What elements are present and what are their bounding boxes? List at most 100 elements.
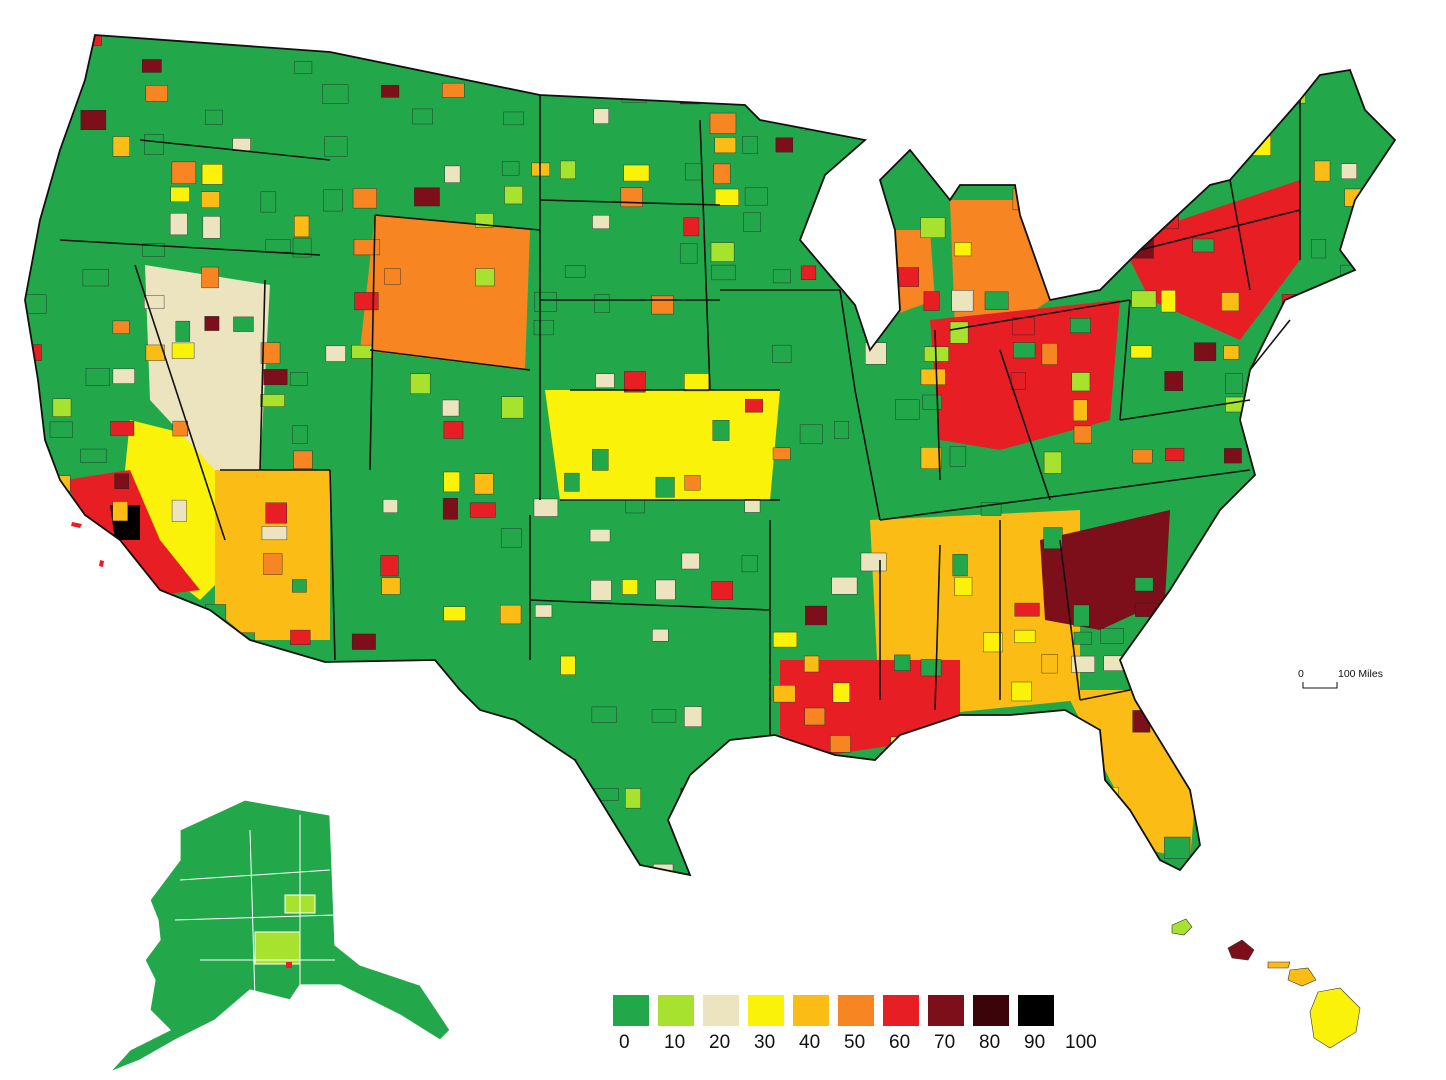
county-cell <box>112 501 128 522</box>
county-cell <box>803 83 822 99</box>
scale-bar-distance: 100 Miles <box>1338 668 1383 680</box>
county-cell <box>1160 290 1176 313</box>
county-cell <box>1071 655 1095 673</box>
county-cell <box>622 579 638 595</box>
county-cell <box>25 161 48 178</box>
county-cell <box>1132 187 1159 208</box>
county-cell <box>594 294 610 314</box>
county-cell <box>260 191 277 213</box>
county-cell <box>920 368 946 385</box>
county-cell <box>745 398 763 413</box>
conus-outline <box>24 34 1397 877</box>
region-nebraska-kansas <box>545 390 780 500</box>
county-cell <box>25 528 41 542</box>
region-florida <box>1065 690 1195 860</box>
county-cell <box>741 555 758 573</box>
county-cell <box>710 55 733 70</box>
county-cell <box>112 320 130 334</box>
county-cell <box>1134 577 1154 592</box>
alaska-borough-matsu <box>254 931 301 965</box>
hawaii-region <box>1171 918 1361 1049</box>
county-cell <box>562 56 581 74</box>
county-cell <box>85 367 110 386</box>
county-cell <box>624 865 641 875</box>
county-cell <box>54 684 78 700</box>
county-cell <box>351 344 373 359</box>
county-cell <box>443 421 464 439</box>
county-cell <box>322 84 349 104</box>
county-cell <box>169 734 191 754</box>
legend-swatch <box>1018 995 1054 1026</box>
county-cell <box>1223 345 1240 360</box>
county-cell <box>265 239 291 253</box>
county-cell <box>171 161 197 184</box>
county-cell <box>981 110 1003 129</box>
county-cell <box>143 656 169 678</box>
county-cell <box>711 581 733 600</box>
county-cell <box>981 814 1005 827</box>
county-cell <box>834 421 849 440</box>
county-cell <box>1043 839 1069 856</box>
legend-swatch <box>658 995 694 1026</box>
county-cell <box>1074 191 1092 206</box>
county-cell <box>984 291 1009 310</box>
county-cell <box>805 605 827 626</box>
county-cell <box>979 134 998 158</box>
county-cell <box>500 56 515 75</box>
county-cell <box>172 420 188 437</box>
county-cell <box>1373 710 1395 728</box>
county-cell <box>414 784 438 801</box>
county-cell <box>1370 372 1393 395</box>
county-cell <box>1222 707 1248 723</box>
county-cell <box>1314 160 1331 182</box>
county-cell <box>262 35 286 46</box>
county-cell <box>1071 372 1091 392</box>
county-cell <box>801 111 817 131</box>
county-cell <box>320 35 347 50</box>
county-cell <box>293 450 313 469</box>
county-cell <box>652 628 669 642</box>
county-cell <box>1100 628 1124 644</box>
county-cell <box>1280 422 1297 444</box>
county-cell <box>800 265 817 280</box>
county-cell <box>265 502 287 524</box>
county-cell <box>592 449 609 471</box>
legend-tick-label: 30 <box>754 1032 775 1053</box>
county-cell <box>321 762 346 778</box>
county-cell <box>144 134 165 155</box>
county-cell <box>352 188 377 209</box>
county-cell <box>1223 654 1240 668</box>
county-cell <box>1374 685 1395 706</box>
county-cell <box>381 577 401 595</box>
county-cell <box>1011 681 1032 702</box>
county-cell <box>655 579 676 600</box>
channel-islands <box>71 522 104 567</box>
county-cell <box>1012 317 1035 336</box>
county-cell <box>500 733 521 752</box>
alaska-borough-anchorage <box>286 962 292 968</box>
county-cell <box>504 185 523 205</box>
county-cell <box>260 394 285 407</box>
county-cell <box>82 269 109 287</box>
county-cell <box>1014 629 1036 644</box>
county-cell <box>323 189 343 212</box>
county-cell <box>353 239 380 256</box>
county-cell <box>713 163 731 185</box>
county-cell <box>742 136 758 154</box>
county-cell <box>25 732 41 747</box>
county-cell <box>261 526 288 541</box>
county-cell <box>25 57 39 75</box>
county-cell <box>1312 733 1331 748</box>
county-cell <box>590 580 612 601</box>
county-cell <box>772 344 792 363</box>
county-cell <box>712 83 732 96</box>
county-cell <box>171 499 187 522</box>
county-cell <box>949 321 969 344</box>
county-cell <box>442 399 460 417</box>
legend-tick-label: 70 <box>934 1032 955 1053</box>
county-cell <box>260 342 281 364</box>
county-cell <box>141 59 162 73</box>
county-cell <box>80 707 107 730</box>
county-cell <box>1221 292 1240 312</box>
